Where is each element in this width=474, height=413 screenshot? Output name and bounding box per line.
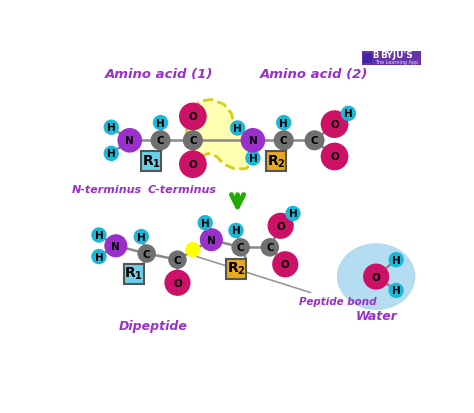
Circle shape xyxy=(104,235,128,258)
Text: H: H xyxy=(94,252,103,262)
Text: C: C xyxy=(189,136,197,146)
Circle shape xyxy=(285,206,301,222)
Circle shape xyxy=(245,151,261,166)
Text: O: O xyxy=(189,160,197,170)
Circle shape xyxy=(272,252,298,278)
FancyBboxPatch shape xyxy=(266,152,286,172)
Circle shape xyxy=(267,213,294,239)
Text: O: O xyxy=(173,278,182,288)
Text: H: H xyxy=(137,232,146,242)
Text: O: O xyxy=(330,120,339,130)
Text: Dipeptide: Dipeptide xyxy=(118,319,187,332)
Text: H: H xyxy=(107,149,116,159)
Circle shape xyxy=(321,143,348,171)
Circle shape xyxy=(341,107,356,122)
Circle shape xyxy=(198,216,213,231)
Text: The Learning App: The Learning App xyxy=(374,60,418,65)
Circle shape xyxy=(273,131,294,151)
Text: H: H xyxy=(392,286,401,296)
Circle shape xyxy=(103,120,119,135)
Circle shape xyxy=(230,121,245,136)
Text: H: H xyxy=(232,226,240,236)
Circle shape xyxy=(363,264,389,290)
Text: Amino acid (2): Amino acid (2) xyxy=(260,68,369,81)
Text: H: H xyxy=(107,123,116,133)
Text: O: O xyxy=(189,112,197,122)
Circle shape xyxy=(200,228,223,252)
Text: N-terminus: N-terminus xyxy=(72,184,142,195)
Text: O: O xyxy=(281,260,290,270)
Circle shape xyxy=(389,252,404,268)
Circle shape xyxy=(389,283,404,299)
Text: $\mathregular{R_2}$: $\mathregular{R_2}$ xyxy=(227,260,246,277)
Text: $\mathregular{R_1}$: $\mathregular{R_1}$ xyxy=(124,265,143,281)
Circle shape xyxy=(231,239,250,257)
Text: N: N xyxy=(248,136,257,146)
Text: O: O xyxy=(372,272,381,282)
Circle shape xyxy=(179,103,207,131)
Circle shape xyxy=(153,116,168,131)
Text: $\mathregular{R_1}$: $\mathregular{R_1}$ xyxy=(142,153,161,169)
Text: H: H xyxy=(156,118,165,128)
Text: H: H xyxy=(279,118,288,128)
Text: H: H xyxy=(289,209,297,219)
Circle shape xyxy=(91,249,107,265)
Text: C-terminus: C-terminus xyxy=(147,184,217,195)
Circle shape xyxy=(186,243,200,257)
Text: N: N xyxy=(207,235,216,245)
Text: C: C xyxy=(266,243,273,253)
Circle shape xyxy=(304,131,325,151)
Ellipse shape xyxy=(337,244,415,310)
Text: C: C xyxy=(280,136,288,146)
Circle shape xyxy=(151,131,171,151)
Circle shape xyxy=(241,129,265,153)
Text: H: H xyxy=(94,230,103,240)
Text: O: O xyxy=(330,152,339,162)
Text: H: H xyxy=(201,218,210,228)
Circle shape xyxy=(164,270,191,296)
Circle shape xyxy=(118,129,142,153)
Text: N: N xyxy=(125,136,134,146)
Circle shape xyxy=(276,116,292,131)
Polygon shape xyxy=(186,100,259,169)
FancyBboxPatch shape xyxy=(124,264,144,284)
Text: Water: Water xyxy=(355,309,397,322)
Circle shape xyxy=(137,244,156,263)
Text: O: O xyxy=(276,221,285,231)
Circle shape xyxy=(103,146,119,162)
Text: C: C xyxy=(311,136,319,146)
Text: C: C xyxy=(237,243,245,253)
Text: H: H xyxy=(344,109,353,119)
Circle shape xyxy=(321,111,348,139)
Text: H: H xyxy=(392,255,401,265)
Text: Peptide bond: Peptide bond xyxy=(197,257,377,306)
Text: BYJU'S: BYJU'S xyxy=(380,51,412,60)
Text: B: B xyxy=(372,51,379,60)
FancyBboxPatch shape xyxy=(363,53,372,64)
Text: $\mathregular{R_2}$: $\mathregular{R_2}$ xyxy=(267,153,285,169)
Circle shape xyxy=(134,229,149,244)
Text: C: C xyxy=(143,249,150,259)
Text: C: C xyxy=(157,136,164,146)
Circle shape xyxy=(183,131,203,151)
FancyBboxPatch shape xyxy=(141,152,161,172)
Circle shape xyxy=(91,228,107,243)
Circle shape xyxy=(168,251,187,269)
Text: Amino acid (1): Amino acid (1) xyxy=(105,68,213,81)
Text: H: H xyxy=(248,154,257,164)
FancyBboxPatch shape xyxy=(362,52,421,66)
Circle shape xyxy=(261,239,279,257)
Text: H: H xyxy=(233,123,242,134)
Text: N: N xyxy=(111,241,120,251)
Circle shape xyxy=(179,151,207,178)
Text: C: C xyxy=(173,255,181,265)
Circle shape xyxy=(228,223,244,239)
FancyBboxPatch shape xyxy=(226,259,246,279)
